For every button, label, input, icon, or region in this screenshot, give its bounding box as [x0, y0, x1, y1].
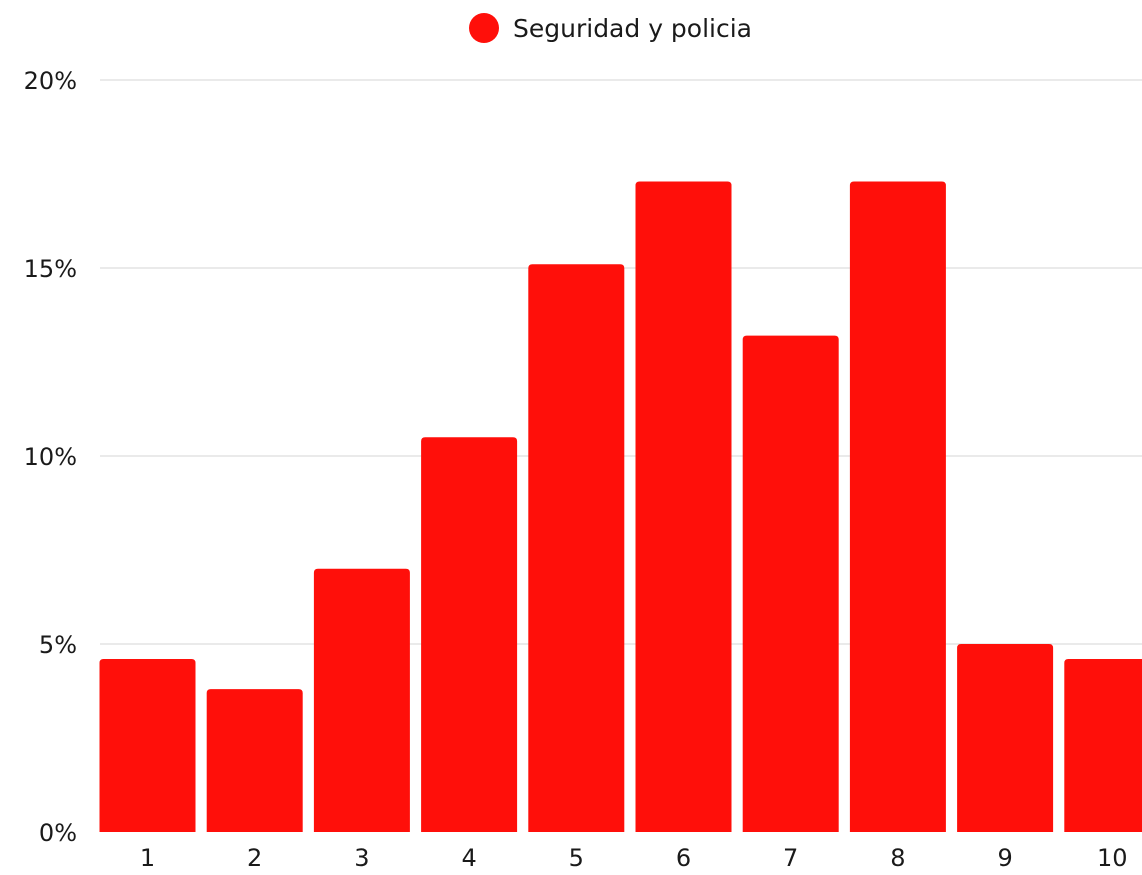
x-tick-label: 9 [997, 844, 1012, 872]
x-tick-label: 3 [354, 844, 369, 872]
legend-label: Seguridad y policia [513, 14, 752, 43]
bar [1064, 659, 1142, 832]
bar [206, 689, 303, 832]
bar [313, 568, 410, 832]
legend-swatch [469, 13, 499, 43]
bar [849, 181, 946, 832]
x-tick-label: 7 [783, 844, 798, 872]
x-tick-label: 10 [1097, 844, 1128, 872]
x-tick-label: 1 [140, 844, 155, 872]
y-axis: 0% 5% 10% 15% 20% [24, 67, 77, 847]
bar [421, 437, 518, 832]
legend: Seguridad y policia [469, 13, 752, 43]
y-tick-label: 0% [39, 819, 77, 847]
x-tick-label: 5 [569, 844, 584, 872]
x-tick-label: 6 [676, 844, 691, 872]
x-tick-label: 4 [461, 844, 476, 872]
y-tick-label: 5% [39, 631, 77, 659]
bar [957, 644, 1054, 832]
bar [528, 264, 625, 832]
y-tick-label: 15% [24, 255, 77, 283]
x-tick-label: 2 [247, 844, 262, 872]
x-axis: 1 2 3 4 5 6 7 8 9 10 [140, 844, 1128, 872]
bar-series [99, 181, 1142, 832]
y-tick-label: 10% [24, 443, 77, 471]
x-tick-label: 8 [890, 844, 905, 872]
bar [99, 659, 196, 832]
y-tick-label: 20% [24, 67, 77, 95]
bar [635, 181, 732, 832]
bar [742, 335, 839, 832]
